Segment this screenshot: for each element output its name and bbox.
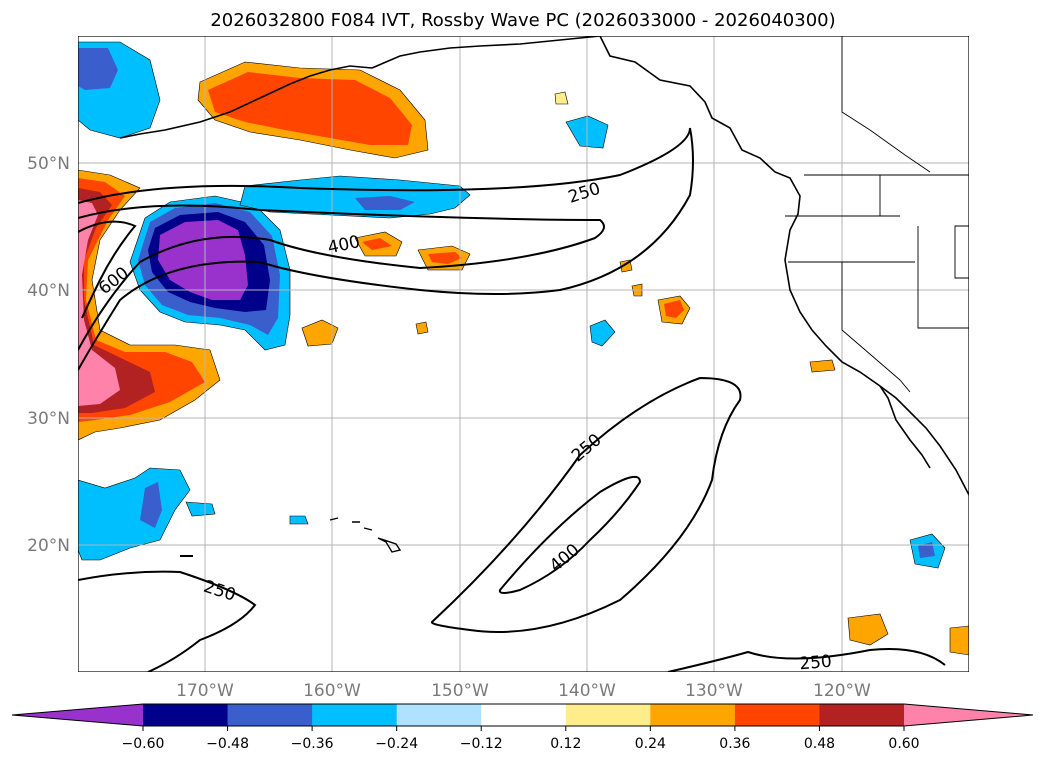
lat-label: 30°N (27, 409, 70, 429)
colorbar-tick-label: −0.36 (291, 736, 334, 752)
ivt-contours (78, 127, 946, 672)
colorbar-segment (227, 704, 313, 726)
colorbar-segment (565, 704, 651, 726)
pc-anomaly-fill (78, 41, 969, 656)
alaska-southcoast (371, 36, 601, 69)
colorbar-segment (650, 704, 736, 726)
lat-label: 20°N (27, 536, 70, 556)
colorbar-tick-label: 0.12 (550, 736, 581, 752)
aleutian-chain (119, 65, 373, 139)
ivt-contour-250-jet (78, 127, 694, 371)
colorbar-segment (734, 704, 820, 726)
contour-label: 250 (799, 652, 833, 675)
colorbar-tick-label: −0.48 (206, 736, 249, 752)
colorbar-segment (481, 704, 567, 726)
colorbar-tick-label: −0.60 (122, 736, 165, 752)
lon-label: 150°W (431, 681, 489, 701)
lon-label: 170°W (176, 681, 234, 701)
map-gridlines (78, 36, 969, 672)
lon-label: 120°W (813, 681, 871, 701)
colorbar-tick-label: 0.36 (719, 736, 750, 752)
colorbar-tick-label: 0.24 (635, 736, 666, 752)
ivt-contour-250-sw (78, 570, 257, 672)
ivt-contour-400-sub (498, 475, 642, 594)
ivt-contour-250-se (667, 648, 946, 672)
lat-labels: 50°N 40°N 30°N 20°N (27, 154, 70, 556)
colorbar: −0.60 −0.48 −0.36 −0.24 −0.12 0.12 0.24 0.36 0.4… (11, 703, 1034, 752)
lon-label: 130°W (685, 681, 743, 701)
colorbar-tick-label: 0.60 (888, 736, 919, 752)
colorbar-tick-label: −0.12 (460, 736, 503, 752)
hawaii-islands (329, 517, 402, 553)
lat-label: 40°N (27, 281, 70, 301)
colorbar-extend-max (904, 704, 1033, 726)
ivt-contour-250-sub (430, 376, 742, 633)
colorbar-segment (819, 704, 905, 726)
colorbar-tick-label: −0.24 (375, 736, 418, 752)
ivt-contour-600-jet (78, 220, 137, 319)
lon-labels: 170°W 160°W 150°W 140°W 130°W 120°W (176, 681, 871, 701)
baja-coast (879, 385, 931, 469)
north-america-coast (599, 36, 969, 496)
colorbar-segment (312, 704, 398, 726)
lon-label: 160°W (303, 681, 361, 701)
colorbar-segment (143, 704, 229, 726)
borders (785, 36, 969, 393)
colorbar-tick-label: 0.48 (804, 736, 835, 752)
coastlines (119, 36, 969, 557)
lon-label: 140°W (558, 681, 616, 701)
colorbar-segment (396, 704, 482, 726)
ivt-contour-400-jet (78, 204, 605, 351)
colorbar-extend-min (12, 704, 143, 726)
alaska-canada-border (841, 36, 931, 173)
map-panel (78, 36, 969, 672)
figure-title: 2026032800 F084 IVT, Rossby Wave PC (202… (210, 10, 835, 31)
lat-label: 50°N (27, 154, 70, 174)
us-state-borders (785, 175, 969, 393)
